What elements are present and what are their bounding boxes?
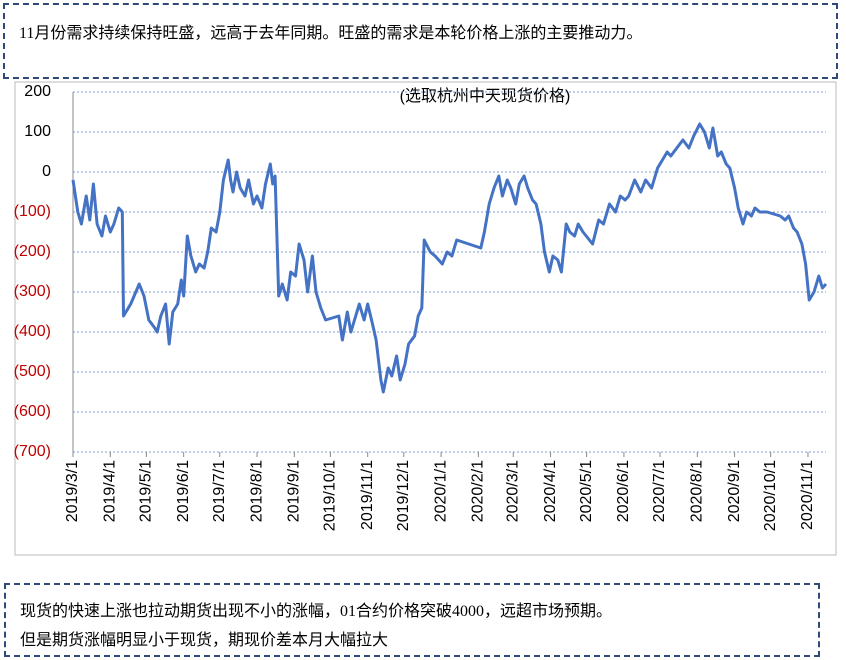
x-tick-label: 2019/5/1 — [138, 460, 155, 522]
y-tick-label: (100) — [14, 203, 51, 220]
chart-frame — [14, 81, 837, 556]
x-tick-label: 2020/11/1 — [799, 460, 816, 530]
x-tick-label: 2020/6/1 — [615, 460, 632, 522]
footer-line: 但是期货涨幅明显小于现货，期现价差本月大幅拉大 — [20, 632, 389, 649]
y-tick-label: 0 — [42, 163, 51, 180]
y-tick-label: (500) — [14, 363, 51, 380]
x-tick-label: 2020/10/1 — [762, 460, 779, 531]
x-tick-label: 2020/1/1 — [432, 460, 449, 522]
header-text: 11月份需求持续保持旺盛，远高于去年同期。旺盛的需求是本轮价格上涨的主要推动力。 — [19, 25, 643, 42]
x-tick-label: 2019/4/1 — [102, 460, 119, 522]
y-tick-label: (200) — [14, 243, 51, 260]
y-tick-label: (700) — [14, 443, 51, 460]
x-tick-label: 2020/2/1 — [470, 460, 487, 522]
footer-line: 现货的快速上涨也拉动期货出现不小的涨幅，01合约价格突破4000，远超市场预期。 — [20, 603, 613, 620]
x-tick-label: 2020/9/1 — [726, 460, 743, 522]
x-tick-label: 2019/9/1 — [286, 460, 303, 522]
y-tick-label: 200 — [24, 83, 51, 100]
x-tick-label: 2019/3/1 — [64, 460, 81, 522]
x-tick-label: 2019/8/1 — [248, 460, 265, 522]
x-tick-label: 2020/7/1 — [651, 460, 668, 522]
x-tick-label: 2019/10/1 — [322, 460, 339, 531]
y-tick-label: 100 — [24, 123, 51, 140]
x-tick-label: 2020/8/1 — [689, 460, 706, 522]
x-tick-label: 2020/3/1 — [504, 460, 521, 522]
chart: (选取杭州中天现货价格) 200 100 0 (100) (200) (300) (400)… — [14, 81, 837, 556]
x-tick-label: 2019/7/1 — [211, 460, 228, 522]
price-line — [71, 122, 828, 394]
y-tick-label: (400) — [14, 323, 51, 340]
footer-box: 现货的快速上涨也拉动期货出现不小的涨幅，01合约价格突破4000，远超市场预期。… — [4, 583, 820, 657]
x-tick-label: 2019/11/1 — [359, 460, 376, 530]
chart-subtitle: (选取杭州中天现货价格) — [400, 87, 571, 105]
y-tick-label: (300) — [14, 283, 51, 300]
x-tick-label: 2019/6/1 — [175, 460, 192, 522]
x-tick-label: 2019/12/1 — [395, 460, 412, 531]
header-box: 11月份需求持续保持旺盛，远高于去年同期。旺盛的需求是本轮价格上涨的主要推动力。 — [3, 3, 838, 79]
y-tick-label: (600) — [14, 403, 51, 420]
x-tick-label: 2020/5/1 — [578, 460, 595, 522]
x-tick-label: 2020/4/1 — [542, 460, 559, 522]
